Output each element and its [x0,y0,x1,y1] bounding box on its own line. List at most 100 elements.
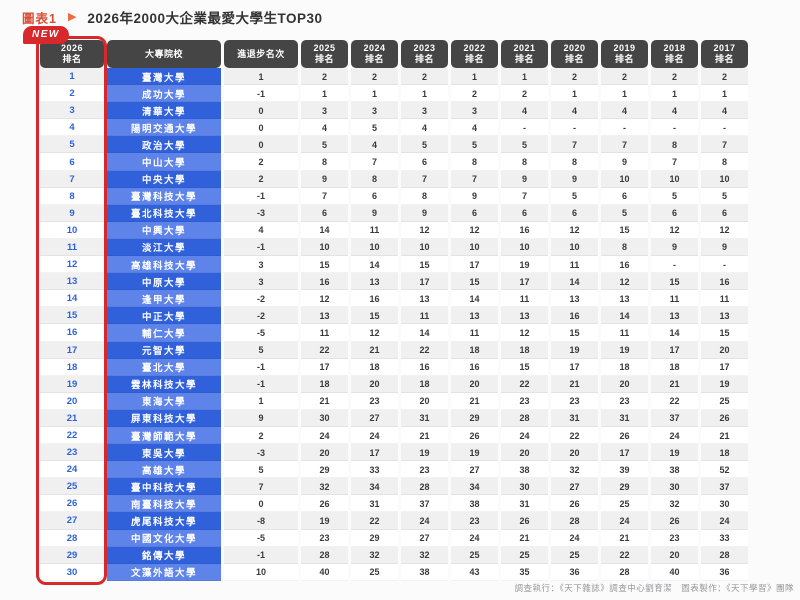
year-rank-cell: 13 [501,307,548,325]
school-cell: 中山大學 [107,153,221,171]
year-rank-cell: 15 [601,221,648,239]
year-rank-cell: 20 [501,444,548,462]
school-cell: 臺灣師範大學 [107,426,221,445]
school-cell: 中正大學 [107,307,221,325]
change-cell: -8 [224,512,298,530]
year-rank-cell: 7 [451,170,498,188]
year-rank-cell: 27 [551,478,598,496]
year-rank-cell: 17 [501,273,548,291]
year-rank-cell: 11 [651,290,698,308]
year-rank-cell: 4 [501,102,548,120]
year-rank-cell: 6 [351,187,398,205]
change-cell: 5 [224,461,298,479]
school-cell: 元智大學 [107,341,221,359]
year-rank-cell: 18 [601,358,648,376]
rank-cell: 19 [40,375,104,393]
year-rank-cell: 17 [301,358,348,376]
year-rank-cell: 1 [451,68,498,86]
rank-cell: 27 [40,512,104,530]
year-rank-cell: 26 [551,495,598,513]
year-rank-cell: 9 [651,238,698,257]
header-cell-11: 2017 排名 [701,40,748,68]
year-rank-cell: 16 [451,358,498,376]
year-rank-cell: 30 [701,495,748,513]
year-rank-cell: 24 [551,529,598,547]
year-rank-cell: 18 [401,375,448,393]
school-cell: 臺灣科技大學 [107,187,221,205]
year-rank-cell: 17 [551,358,598,376]
year-rank-cell: 11 [451,324,498,342]
change-cell: 0 [224,136,298,154]
year-rank-cell: 28 [401,478,448,496]
year-rank-cell: 12 [301,290,348,308]
year-rank-cell: 20 [351,375,398,393]
new-badge: NEW [23,26,69,44]
year-rank-cell: 26 [451,426,498,445]
year-rank-cell: 28 [701,546,748,564]
year-rank-cell: 4 [451,119,498,137]
year-rank-cell: 27 [351,409,398,427]
year-rank-cell: 5 [601,204,648,222]
header-cell-5: 2023 排名 [401,40,448,68]
year-rank-cell: 19 [501,256,548,274]
year-rank-cell: 37 [401,495,448,513]
year-rank-cell: 15 [451,273,498,291]
rank-cell: 20 [40,392,104,410]
year-rank-cell: 12 [501,324,548,342]
year-rank-cell: 22 [301,341,348,359]
year-rank-cell: 4 [401,119,448,137]
year-rank-cell: 12 [651,221,698,239]
year-rank-cell: 6 [401,153,448,171]
year-rank-cell: 12 [451,221,498,239]
year-rank-cell: 15 [551,324,598,342]
year-rank-cell: 32 [401,546,448,564]
year-rank-cell: 5 [701,187,748,205]
year-rank-cell: 22 [401,341,448,359]
year-rank-cell: 11 [501,290,548,308]
school-cell: 輔仁大學 [107,324,221,342]
change-cell: -2 [224,290,298,308]
year-rank-cell: 5 [301,136,348,154]
year-rank-cell: 4 [651,102,698,120]
header-cell-8: 2020 排名 [551,40,598,68]
year-rank-cell: 13 [301,307,348,325]
rank-cell: 13 [40,273,104,291]
year-rank-cell: 24 [651,426,698,445]
year-rank-cell: 32 [551,461,598,479]
change-cell: 9 [224,409,298,427]
year-rank-cell: 2 [651,68,698,86]
school-cell: 臺北大學 [107,358,221,376]
change-cell: -1 [224,375,298,393]
year-rank-cell: 26 [701,409,748,427]
school-cell: 中興大學 [107,221,221,239]
change-cell: -5 [224,324,298,342]
rank-cell: 1 [40,68,104,86]
year-rank-cell: 14 [351,256,398,274]
year-rank-cell: 22 [351,512,398,530]
year-rank-cell: 16 [501,221,548,239]
rank-cell: 16 [40,324,104,342]
year-rank-cell: 24 [401,512,448,530]
year-rank-cell: 38 [651,461,698,479]
rank-cell: 8 [40,187,104,205]
year-rank-cell: 17 [351,444,398,462]
school-cell: 虎尾科技大學 [107,512,221,530]
year-rank-cell: 6 [451,204,498,222]
year-rank-cell: 16 [401,358,448,376]
year-rank-cell: 10 [601,170,648,188]
year-rank-cell: 28 [551,512,598,530]
year-rank-cell: 19 [651,444,698,462]
year-rank-cell: 20 [301,444,348,462]
year-rank-cell: 13 [551,290,598,308]
year-rank-cell: 7 [651,153,698,171]
year-rank-cell: 31 [351,495,398,513]
page-title: 2026年2000大企業最愛大學生TOP30 [87,11,323,26]
change-cell: 3 [224,256,298,274]
year-rank-cell: - [501,119,548,137]
header-cell-4: 2024 排名 [351,40,398,68]
year-rank-cell: 3 [351,102,398,120]
year-rank-cell: 1 [351,85,398,103]
year-rank-cell: 14 [401,324,448,342]
year-rank-cell: - [601,119,648,137]
year-rank-cell: 4 [301,119,348,137]
